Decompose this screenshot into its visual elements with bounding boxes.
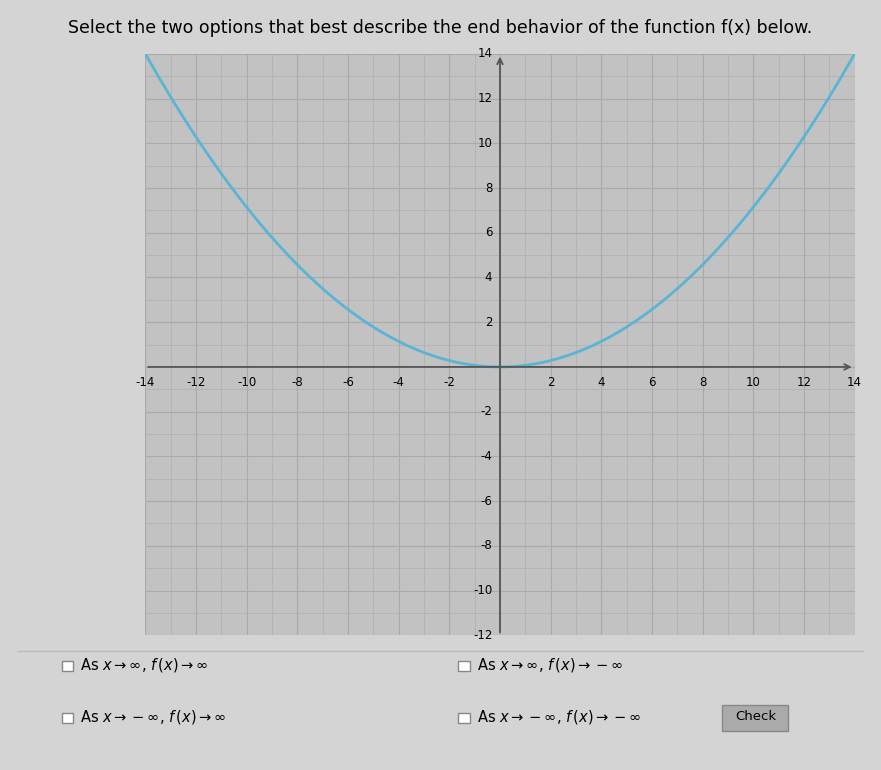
Text: -2: -2 — [443, 376, 455, 389]
Text: -12: -12 — [473, 629, 492, 641]
Text: -12: -12 — [187, 376, 205, 389]
Text: -6: -6 — [480, 494, 492, 507]
Text: Check: Check — [735, 711, 776, 723]
Text: -6: -6 — [342, 376, 354, 389]
Text: 14: 14 — [847, 376, 862, 389]
Text: Select the two options that best describe the end behavior of the function f(x) : Select the two options that best describ… — [69, 19, 812, 37]
Text: 2: 2 — [547, 376, 554, 389]
Text: 10: 10 — [746, 376, 760, 389]
Text: 14: 14 — [478, 48, 492, 60]
Text: 6: 6 — [648, 376, 655, 389]
Text: -4: -4 — [480, 450, 492, 463]
Text: 10: 10 — [478, 137, 492, 150]
Text: 12: 12 — [478, 92, 492, 105]
Text: As $x \rightarrow -\infty$, $f\,(x) \rightarrow -\infty$: As $x \rightarrow -\infty$, $f\,(x) \rig… — [477, 708, 641, 726]
Text: 8: 8 — [699, 376, 707, 389]
Text: As $x \rightarrow \infty$, $f\,(x) \rightarrow \infty$: As $x \rightarrow \infty$, $f\,(x) \righ… — [80, 656, 209, 675]
Text: 6: 6 — [485, 226, 492, 239]
Text: 8: 8 — [485, 182, 492, 195]
Text: -2: -2 — [480, 405, 492, 418]
Text: 2: 2 — [485, 316, 492, 329]
Text: -10: -10 — [473, 584, 492, 597]
Text: 4: 4 — [597, 376, 605, 389]
Text: -14: -14 — [136, 376, 155, 389]
Text: -10: -10 — [237, 376, 256, 389]
Text: As $x \rightarrow \infty$, $f\,(x) \rightarrow -\infty$: As $x \rightarrow \infty$, $f\,(x) \righ… — [477, 656, 623, 675]
Text: 12: 12 — [796, 376, 811, 389]
Text: As $x \rightarrow -\infty$, $f\,(x) \rightarrow \infty$: As $x \rightarrow -\infty$, $f\,(x) \rig… — [80, 708, 226, 726]
Text: 4: 4 — [485, 271, 492, 284]
Text: -8: -8 — [292, 376, 303, 389]
Text: -8: -8 — [481, 539, 492, 552]
Text: -4: -4 — [393, 376, 404, 389]
